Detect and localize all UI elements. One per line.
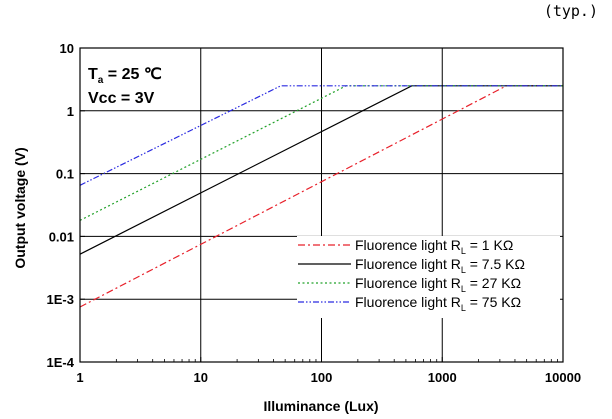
supply-voltage-label: Vcc = 3V xyxy=(88,90,155,107)
y-tick-label: 1E-4 xyxy=(47,355,75,370)
y-tick-label: 0.01 xyxy=(49,229,74,244)
legend-background xyxy=(297,236,560,318)
ambient-temperature-label: Ta = 25 ℃ xyxy=(88,66,162,86)
legend-label-3: Fluorence light RL = 27 KΩ xyxy=(355,275,521,294)
tick-labels: 1 10 100 1000 10000 1E-4 1E-3 0.01 0.1 1 10 xyxy=(47,41,582,385)
ambient-temperature-value: = 25 ℃ xyxy=(103,66,161,83)
plot-frame xyxy=(79,47,564,363)
legend-label-4: Fluorence light RL = 75 KΩ xyxy=(355,294,521,313)
ambient-temperature-symbol: T xyxy=(88,66,98,83)
legend-label-1: Fluorence light RL = 1 KΩ xyxy=(355,237,513,256)
conditions-box: Ta = 25 ℃ Vcc = 3V xyxy=(88,66,162,107)
y-tick-label: 1 xyxy=(67,104,74,119)
ambient-temperature-subscript: a xyxy=(98,75,104,86)
y-tick-label: 10 xyxy=(60,41,74,56)
x-tick-label: 1 xyxy=(76,370,83,385)
y-tick-label: 1E-3 xyxy=(47,292,74,307)
x-tick-label: 10000 xyxy=(545,370,581,385)
x-tick-label: 10 xyxy=(194,370,208,385)
x-tick-label: 1000 xyxy=(428,370,457,385)
x-tick-label: 100 xyxy=(311,370,333,385)
typical-note: (typ.) xyxy=(543,2,598,20)
x-axis-label: Illuminance (Lux) xyxy=(263,398,378,414)
series-group xyxy=(79,85,563,308)
y-tick-label: 0.1 xyxy=(56,167,74,182)
legend-label-2: Fluorence light RL = 7.5 KΩ xyxy=(355,256,525,275)
y-axis-label: Output voltage (V) xyxy=(12,147,28,268)
